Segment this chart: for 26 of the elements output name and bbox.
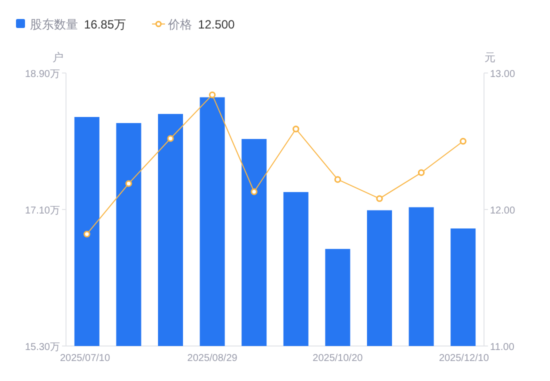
point <box>418 169 425 176</box>
x-tick-label: 2025/08/29 <box>187 353 238 364</box>
point <box>208 91 216 98</box>
text: 12.500 <box>198 18 236 32</box>
y-tick-label: 18.90万 <box>24 69 60 80</box>
point <box>167 135 174 142</box>
y2-tick-label: 12.00 <box>490 206 516 216</box>
point <box>460 138 466 145</box>
legend-label: 价格 <box>167 18 192 32</box>
point <box>250 188 258 196</box>
point <box>84 230 90 238</box>
point <box>334 176 342 183</box>
x-tick-label: 2025/12/10 <box>438 353 490 364</box>
text: 16.85万 <box>84 18 126 32</box>
x-tick-label: 2025/07/10 <box>60 353 110 364</box>
point <box>292 126 300 132</box>
point <box>376 195 383 202</box>
y2-tick-label: 13.00 <box>490 69 516 80</box>
point <box>125 180 132 187</box>
x-tick-label: 2025/10/20 <box>312 353 364 364</box>
y2-tick-label: 11.00 <box>490 342 515 353</box>
y-tick-label: 15.30万 <box>24 342 60 353</box>
legend-label: 股东数量 <box>30 18 78 32</box>
y2-axis-title: 元 <box>484 52 496 64</box>
y-axis-title: 户 <box>52 51 64 64</box>
y-tick-label: 17.10万 <box>24 206 60 216</box>
